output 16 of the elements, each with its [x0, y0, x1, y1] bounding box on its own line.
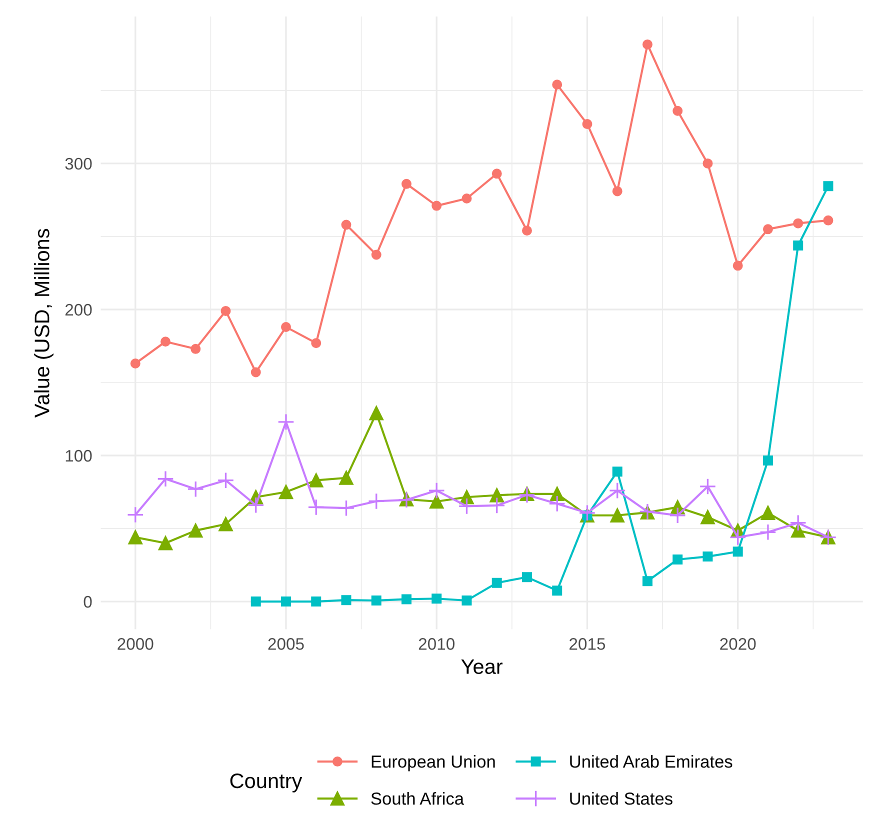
x-tick-label: 2020	[720, 638, 756, 650]
x-tick-label: 2005	[268, 638, 304, 650]
x-tick-label: 2000	[118, 638, 154, 650]
legend-label: United Arab Emirates	[570, 755, 732, 768]
x-tick-label: 2015	[570, 638, 606, 650]
y-tick-label: 100	[66, 450, 92, 462]
x-axis-title: Year	[461, 659, 503, 674]
x-tick-label: 2010	[418, 638, 455, 650]
legend-label: South Africa	[371, 792, 464, 805]
y-tick-label: 0	[84, 596, 92, 608]
legend-label: European Union	[372, 755, 495, 772]
y-axis-title: Value (USD, Millions	[34, 228, 54, 418]
legend-title: Country	[230, 774, 302, 792]
y-tick-label: 200	[65, 304, 92, 316]
y-tick-label: 300	[65, 158, 92, 170]
legend-label: United States	[570, 792, 672, 805]
